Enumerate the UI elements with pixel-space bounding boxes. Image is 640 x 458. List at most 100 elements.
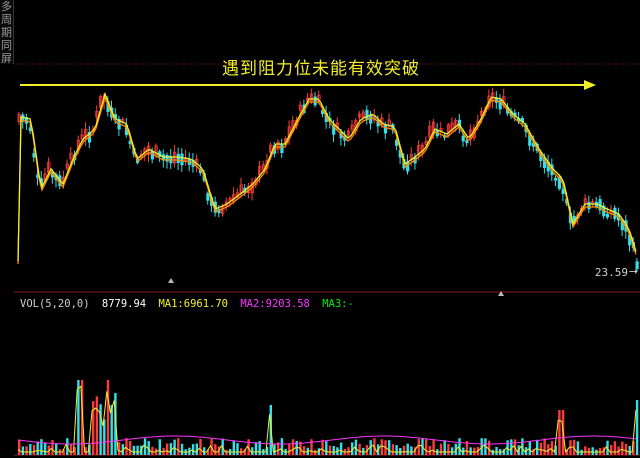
volume-bar [103, 419, 106, 455]
volume-bar [132, 445, 136, 455]
volume-bar [510, 439, 513, 455]
candle-body [350, 124, 354, 130]
volume-bar [288, 443, 291, 455]
volume-bar [554, 445, 557, 455]
volume-bar [110, 405, 113, 455]
volume-bar [251, 447, 254, 455]
volume-bar [25, 446, 28, 455]
volume-bar [99, 404, 102, 455]
volume-bar [425, 439, 428, 455]
volume-bar [358, 443, 361, 455]
volume-bar [480, 438, 483, 455]
volume-bar [388, 440, 391, 455]
volume-bar [36, 441, 39, 455]
volume-bar [232, 441, 235, 455]
volume-bar [550, 440, 554, 455]
volume-indicator-header: VOL(5,20,0) 8779.94 MA1:6961.70 MA2:9203… [20, 298, 360, 310]
volume-bar [29, 444, 32, 455]
last-price-arrow-icon: → [628, 265, 638, 278]
volume-bar [495, 446, 498, 455]
volume-bar [406, 443, 409, 455]
volume-bar [236, 443, 239, 455]
resistance-arrow-icon [20, 80, 596, 90]
volume-bar [454, 443, 457, 455]
period-marker-icon[interactable] [498, 291, 504, 296]
volume-bar [273, 444, 276, 455]
candle-body [461, 135, 465, 142]
volume-bar [351, 442, 354, 455]
volume-bar [328, 445, 332, 455]
volume-bar [332, 445, 335, 455]
volume-bar [18, 439, 21, 455]
candle-body [176, 153, 180, 163]
volume-bar [43, 442, 47, 455]
candlestick-series [17, 87, 639, 272]
volume-bar [458, 438, 461, 455]
volume-bar [199, 438, 202, 455]
volume-bar [432, 439, 435, 455]
volume-bar [114, 393, 117, 455]
volume-bar [166, 443, 169, 455]
volume-bar [428, 445, 432, 455]
volume-bar [247, 439, 250, 455]
volume-ma-line [17, 435, 636, 445]
volume-bar [32, 444, 36, 455]
volume-bar [310, 439, 313, 455]
candle-body [69, 152, 73, 160]
volume-bar [410, 446, 413, 455]
volume-bar [439, 443, 443, 455]
candle-body [165, 154, 169, 162]
volume-bar [254, 442, 258, 455]
volume-bar [587, 447, 591, 455]
volume-bar [565, 449, 568, 455]
candle-body [84, 129, 88, 139]
candle-body [250, 181, 254, 194]
volume-current-value: 8779.94 [101, 298, 147, 310]
volume-bar [121, 444, 124, 455]
volume-bar [391, 444, 395, 455]
candle-body [635, 261, 639, 270]
volume-bar [621, 441, 624, 455]
volume-bar [610, 444, 613, 455]
volume-bar [243, 449, 247, 455]
volume-bar [203, 447, 206, 455]
volume-bar [147, 441, 150, 455]
volume-bar [591, 447, 594, 455]
volume-bar [417, 438, 420, 455]
side-tab-char: 期 [1, 26, 12, 39]
period-switch-tab[interactable]: 多 周 期 同 屏 [0, 0, 14, 65]
candle-body [313, 96, 317, 106]
price-ma-line [17, 94, 637, 265]
volume-bar [487, 440, 491, 455]
candle-body [369, 114, 373, 124]
volume-bar [469, 447, 472, 455]
volume-bar [354, 439, 358, 455]
volume-bar [117, 442, 121, 455]
side-tab-char: 同 [1, 39, 12, 52]
period-marker-icon[interactable] [168, 278, 174, 283]
candle-body [309, 93, 314, 102]
volume-bar [632, 441, 635, 455]
candle-body [357, 113, 362, 118]
side-tab-char: 周 [1, 13, 12, 26]
candle-body [428, 125, 432, 138]
volume-bar [265, 446, 269, 455]
volume-bar [173, 439, 176, 455]
volume-ma3-value: MA3:- [322, 298, 354, 310]
candle-body [346, 130, 351, 136]
candle-body [587, 201, 591, 210]
volume-bar [214, 444, 217, 455]
moving-average-lines [17, 91, 637, 265]
candle-body [383, 124, 388, 134]
volume-bar [635, 400, 639, 455]
volume-bar [129, 440, 132, 455]
volume-bar [613, 441, 617, 455]
volume-bar [413, 447, 417, 455]
side-tab-char: 多 [1, 0, 12, 13]
volume-bar [92, 401, 95, 455]
volume-bar [369, 440, 372, 455]
candle-body [276, 141, 280, 150]
volume-bar [339, 442, 343, 455]
candle-body [80, 134, 84, 140]
